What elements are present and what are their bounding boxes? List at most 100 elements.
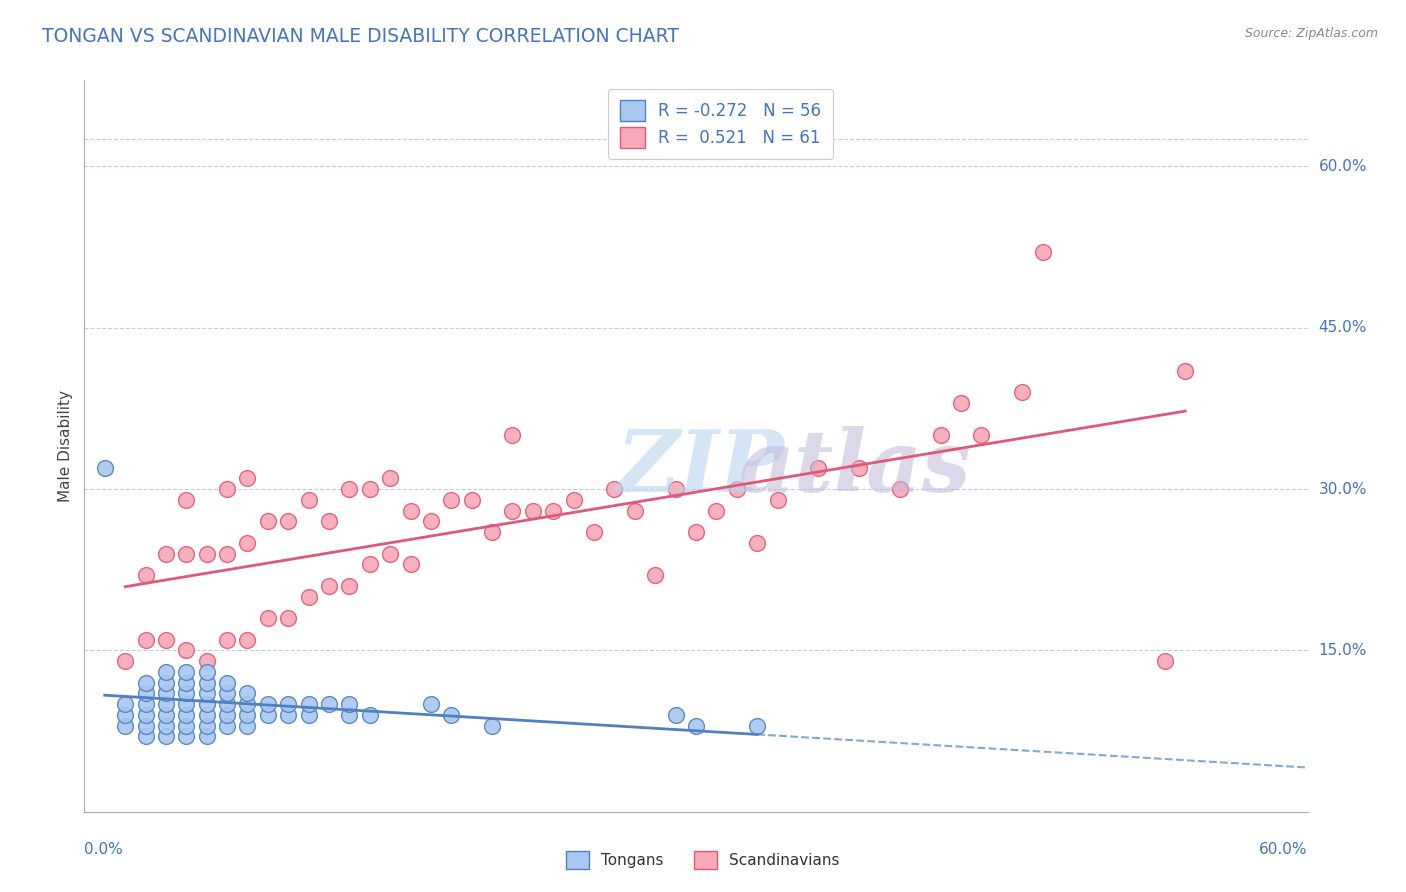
Point	[277, 514, 299, 528]
Point	[399, 503, 422, 517]
Text: TONGAN VS SCANDINAVIAN MALE DISABILITY CORRELATION CHART: TONGAN VS SCANDINAVIAN MALE DISABILITY C…	[42, 27, 679, 45]
Point	[135, 686, 157, 700]
Point	[298, 590, 321, 604]
Point	[236, 471, 259, 485]
Text: 0.0%: 0.0%	[84, 842, 124, 857]
Point	[257, 697, 280, 711]
Point	[929, 428, 952, 442]
Point	[155, 730, 177, 744]
Point	[359, 482, 381, 496]
Point	[359, 558, 381, 572]
Point	[562, 492, 585, 507]
Point	[665, 482, 688, 496]
Point	[236, 632, 259, 647]
Point	[339, 707, 361, 722]
Point	[195, 675, 218, 690]
Text: 30.0%: 30.0%	[1319, 482, 1367, 497]
Point	[217, 697, 239, 711]
Point	[174, 547, 197, 561]
Point	[257, 707, 280, 722]
Point	[277, 697, 299, 711]
Point	[217, 707, 239, 722]
Point	[135, 632, 157, 647]
Point	[502, 428, 524, 442]
Point	[217, 719, 239, 733]
Point	[174, 675, 197, 690]
Point	[583, 524, 606, 539]
Point	[298, 492, 321, 507]
Point	[195, 730, 218, 744]
Point	[257, 514, 280, 528]
Point	[747, 719, 769, 733]
Point	[481, 719, 503, 733]
Point	[114, 654, 136, 668]
Point	[174, 707, 197, 722]
Point	[461, 492, 484, 507]
Point	[685, 719, 707, 733]
Point	[93, 460, 115, 475]
Point	[195, 719, 218, 733]
Point	[1011, 385, 1033, 400]
Point	[257, 611, 280, 625]
Point	[195, 547, 218, 561]
Text: 60.0%: 60.0%	[1260, 842, 1308, 857]
Point	[135, 707, 157, 722]
Point	[135, 568, 157, 582]
Point	[277, 707, 299, 722]
Point	[339, 482, 361, 496]
Point	[685, 524, 707, 539]
Point	[174, 697, 197, 711]
Point	[440, 492, 463, 507]
Point	[543, 503, 565, 517]
Point	[380, 547, 402, 561]
Point	[217, 482, 239, 496]
Point	[217, 675, 239, 690]
Point	[399, 558, 422, 572]
Point	[725, 482, 748, 496]
Point	[135, 730, 157, 744]
Point	[155, 686, 177, 700]
Point	[950, 396, 973, 410]
Point	[114, 707, 136, 722]
Y-axis label: Male Disability: Male Disability	[58, 390, 73, 502]
Point	[155, 665, 177, 679]
Text: Source: ZipAtlas.com: Source: ZipAtlas.com	[1244, 27, 1378, 40]
Legend: Tongans, Scandinavians: Tongans, Scandinavians	[560, 845, 846, 875]
Point	[706, 503, 728, 517]
Text: 15.0%: 15.0%	[1319, 643, 1367, 658]
Point	[359, 707, 381, 722]
Point	[481, 524, 503, 539]
Point	[236, 536, 259, 550]
Point	[114, 697, 136, 711]
Point	[1174, 364, 1197, 378]
Point	[155, 719, 177, 733]
Text: 60.0%: 60.0%	[1319, 159, 1367, 174]
Point	[747, 536, 769, 550]
Point	[380, 471, 402, 485]
Point	[298, 707, 321, 722]
Point	[174, 719, 197, 733]
Point	[420, 514, 443, 528]
Point	[174, 492, 197, 507]
Point	[195, 686, 218, 700]
Point	[624, 503, 647, 517]
Point	[135, 675, 157, 690]
Point	[766, 492, 789, 507]
Point	[420, 697, 443, 711]
Point	[665, 707, 688, 722]
Point	[339, 697, 361, 711]
Point	[217, 686, 239, 700]
Point	[522, 503, 544, 517]
Point	[970, 428, 993, 442]
Point	[1032, 245, 1054, 260]
Point	[807, 460, 830, 475]
Point	[644, 568, 666, 582]
Text: ZIP: ZIP	[616, 426, 785, 509]
Legend: R = -0.272   N = 56, R =  0.521   N = 61: R = -0.272 N = 56, R = 0.521 N = 61	[609, 88, 832, 160]
Point	[298, 697, 321, 711]
Point	[155, 707, 177, 722]
Point	[236, 697, 259, 711]
Point	[174, 665, 197, 679]
Point	[217, 547, 239, 561]
Point	[318, 514, 340, 528]
